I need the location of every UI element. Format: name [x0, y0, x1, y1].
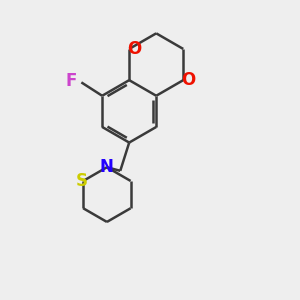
Text: N: N — [100, 158, 114, 176]
Text: O: O — [128, 40, 142, 58]
Text: S: S — [76, 172, 88, 190]
Text: O: O — [182, 71, 196, 89]
Text: F: F — [65, 72, 77, 90]
